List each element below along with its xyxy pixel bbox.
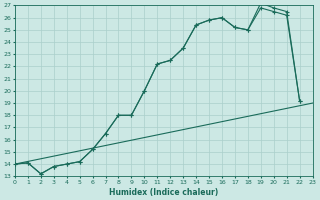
X-axis label: Humidex (Indice chaleur): Humidex (Indice chaleur) bbox=[109, 188, 218, 197]
